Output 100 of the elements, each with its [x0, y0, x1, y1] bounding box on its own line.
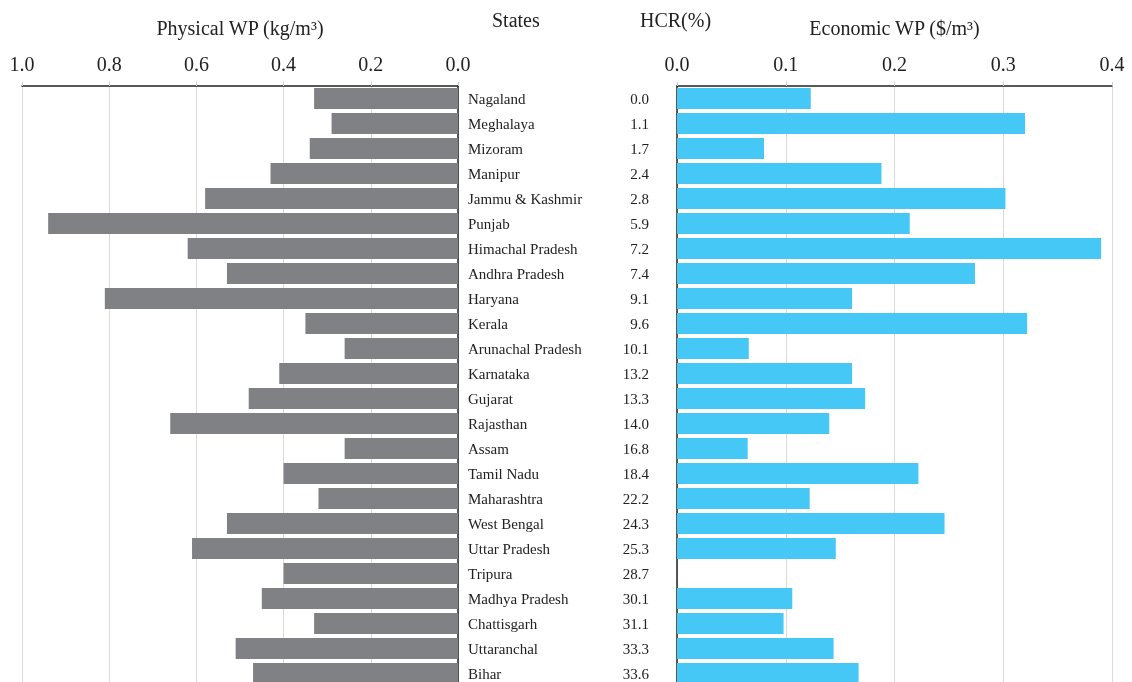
- bar: [309, 138, 458, 159]
- bar: [677, 513, 945, 534]
- bar: [677, 188, 1006, 209]
- bar: [283, 563, 458, 584]
- bar: [270, 163, 458, 184]
- bar: [677, 213, 910, 234]
- y-tick-label: 1.1: [630, 115, 649, 132]
- bar: [677, 463, 919, 484]
- y-tick-label: 13.2: [622, 365, 649, 382]
- bar: [226, 513, 458, 534]
- y-tick-label: Arunachal Pradesh: [468, 340, 583, 357]
- y-tick-label: West Bengal: [468, 515, 544, 532]
- bar: [314, 613, 458, 634]
- y-tick-label: 5.9: [630, 215, 649, 232]
- y-tick-label: Maharashtra: [468, 490, 544, 507]
- x-tick-label: 0.0: [445, 53, 471, 75]
- y-tick-label: 30.1: [622, 590, 649, 607]
- bar: [677, 488, 810, 509]
- y-tick-label: 2.4: [630, 165, 650, 182]
- bar: [104, 288, 458, 309]
- bar: [677, 138, 764, 159]
- y-tick-label: 24.3: [622, 515, 649, 532]
- bar: [261, 588, 458, 609]
- y-tick-label: Gujarat: [468, 390, 514, 407]
- bar: [344, 438, 458, 459]
- bar: [677, 613, 784, 634]
- y-tick-label: 1.7: [630, 140, 650, 157]
- bar: [248, 388, 458, 409]
- y-tick-label: Madhya Pradesh: [468, 590, 569, 607]
- x-tick-label: 0.4: [271, 53, 297, 75]
- y-tick-label: Haryana: [468, 290, 520, 307]
- x-tick-label: 1.0: [9, 53, 35, 75]
- y-tick-label: 9.6: [630, 315, 650, 332]
- bar: [344, 338, 458, 359]
- y-tick-label: 31.1: [622, 615, 649, 632]
- x-tick-label: 0.2: [882, 53, 907, 75]
- y-tick-label: 22.2: [622, 490, 649, 507]
- y-tick-label: Tripura: [468, 565, 513, 582]
- bar: [677, 263, 975, 284]
- y-tick-label: Mizoram: [468, 140, 524, 157]
- bar: [205, 188, 458, 209]
- y-tick-label: Andhra Pradesh: [468, 265, 565, 282]
- x-tick-label: 0.4: [1099, 53, 1125, 75]
- y-tick-label: 13.3: [622, 390, 649, 407]
- bar: [279, 363, 458, 384]
- bar: [318, 488, 458, 509]
- bar: [677, 638, 834, 659]
- bar: [192, 538, 458, 559]
- bar: [253, 663, 458, 682]
- y-tick-label: 9.1: [630, 290, 649, 307]
- y-tick-label: 33.6: [622, 665, 650, 682]
- y-tick-label: 14.0: [622, 415, 649, 432]
- x-tick-label: 0.6: [183, 53, 209, 75]
- bar: [677, 338, 749, 359]
- bar: [677, 238, 1102, 259]
- bar: [677, 588, 793, 609]
- y-tick-label: 0.0: [630, 90, 649, 107]
- x-tick-label: 0.2: [358, 53, 384, 75]
- y-tick-label: 33.3: [622, 640, 649, 657]
- y-tick-label: Kerala: [468, 315, 509, 332]
- y-tick-label: Bihar: [468, 665, 502, 682]
- y-axis-title: HCR(%): [640, 9, 712, 32]
- x-tick-label: 0.3: [990, 53, 1016, 75]
- y-tick-label: 7.4: [630, 265, 650, 282]
- y-tick-label: Tamil Nadu: [468, 465, 540, 482]
- y-tick-label: 2.8: [630, 190, 649, 207]
- bar: [677, 388, 866, 409]
- bar: [187, 238, 458, 259]
- bar: [677, 88, 811, 109]
- x-axis-title: Economic WP ($/m³): [809, 17, 980, 40]
- y-tick-label: Karnataka: [468, 365, 530, 382]
- y-tick-label: 16.8: [622, 440, 649, 457]
- bar: [226, 263, 458, 284]
- y-tick-label: 25.3: [622, 540, 649, 557]
- y-tick-label: Meghalaya: [468, 115, 535, 132]
- bar: [677, 313, 1028, 334]
- y-tick-label: 10.1: [622, 340, 649, 357]
- bar: [48, 213, 458, 234]
- y-tick-label: 7.2: [630, 240, 649, 257]
- y-tick-label: Punjab: [468, 215, 510, 232]
- bar: [677, 363, 853, 384]
- bar: [677, 163, 882, 184]
- x-tick-label: 0.0: [664, 53, 690, 75]
- y-tick-label: Himachal Pradesh: [468, 240, 579, 257]
- bar: [677, 438, 748, 459]
- y-tick-label: Uttar Pradesh: [468, 540, 551, 557]
- y-tick-label: Nagaland: [468, 90, 526, 107]
- y-tick-label: 18.4: [622, 465, 650, 482]
- bar: [677, 288, 853, 309]
- bar: [677, 413, 830, 434]
- x-tick-label: 0.1: [773, 53, 799, 75]
- y-tick-label: Manipur: [468, 165, 520, 182]
- bar: [677, 538, 836, 559]
- bar: [314, 88, 458, 109]
- bar: [235, 638, 458, 659]
- bar: [677, 663, 859, 682]
- bar: [305, 313, 458, 334]
- y-tick-label: Rajasthan: [468, 415, 528, 432]
- y-tick-label: 28.7: [622, 565, 650, 582]
- y-tick-label: Assam: [468, 440, 510, 457]
